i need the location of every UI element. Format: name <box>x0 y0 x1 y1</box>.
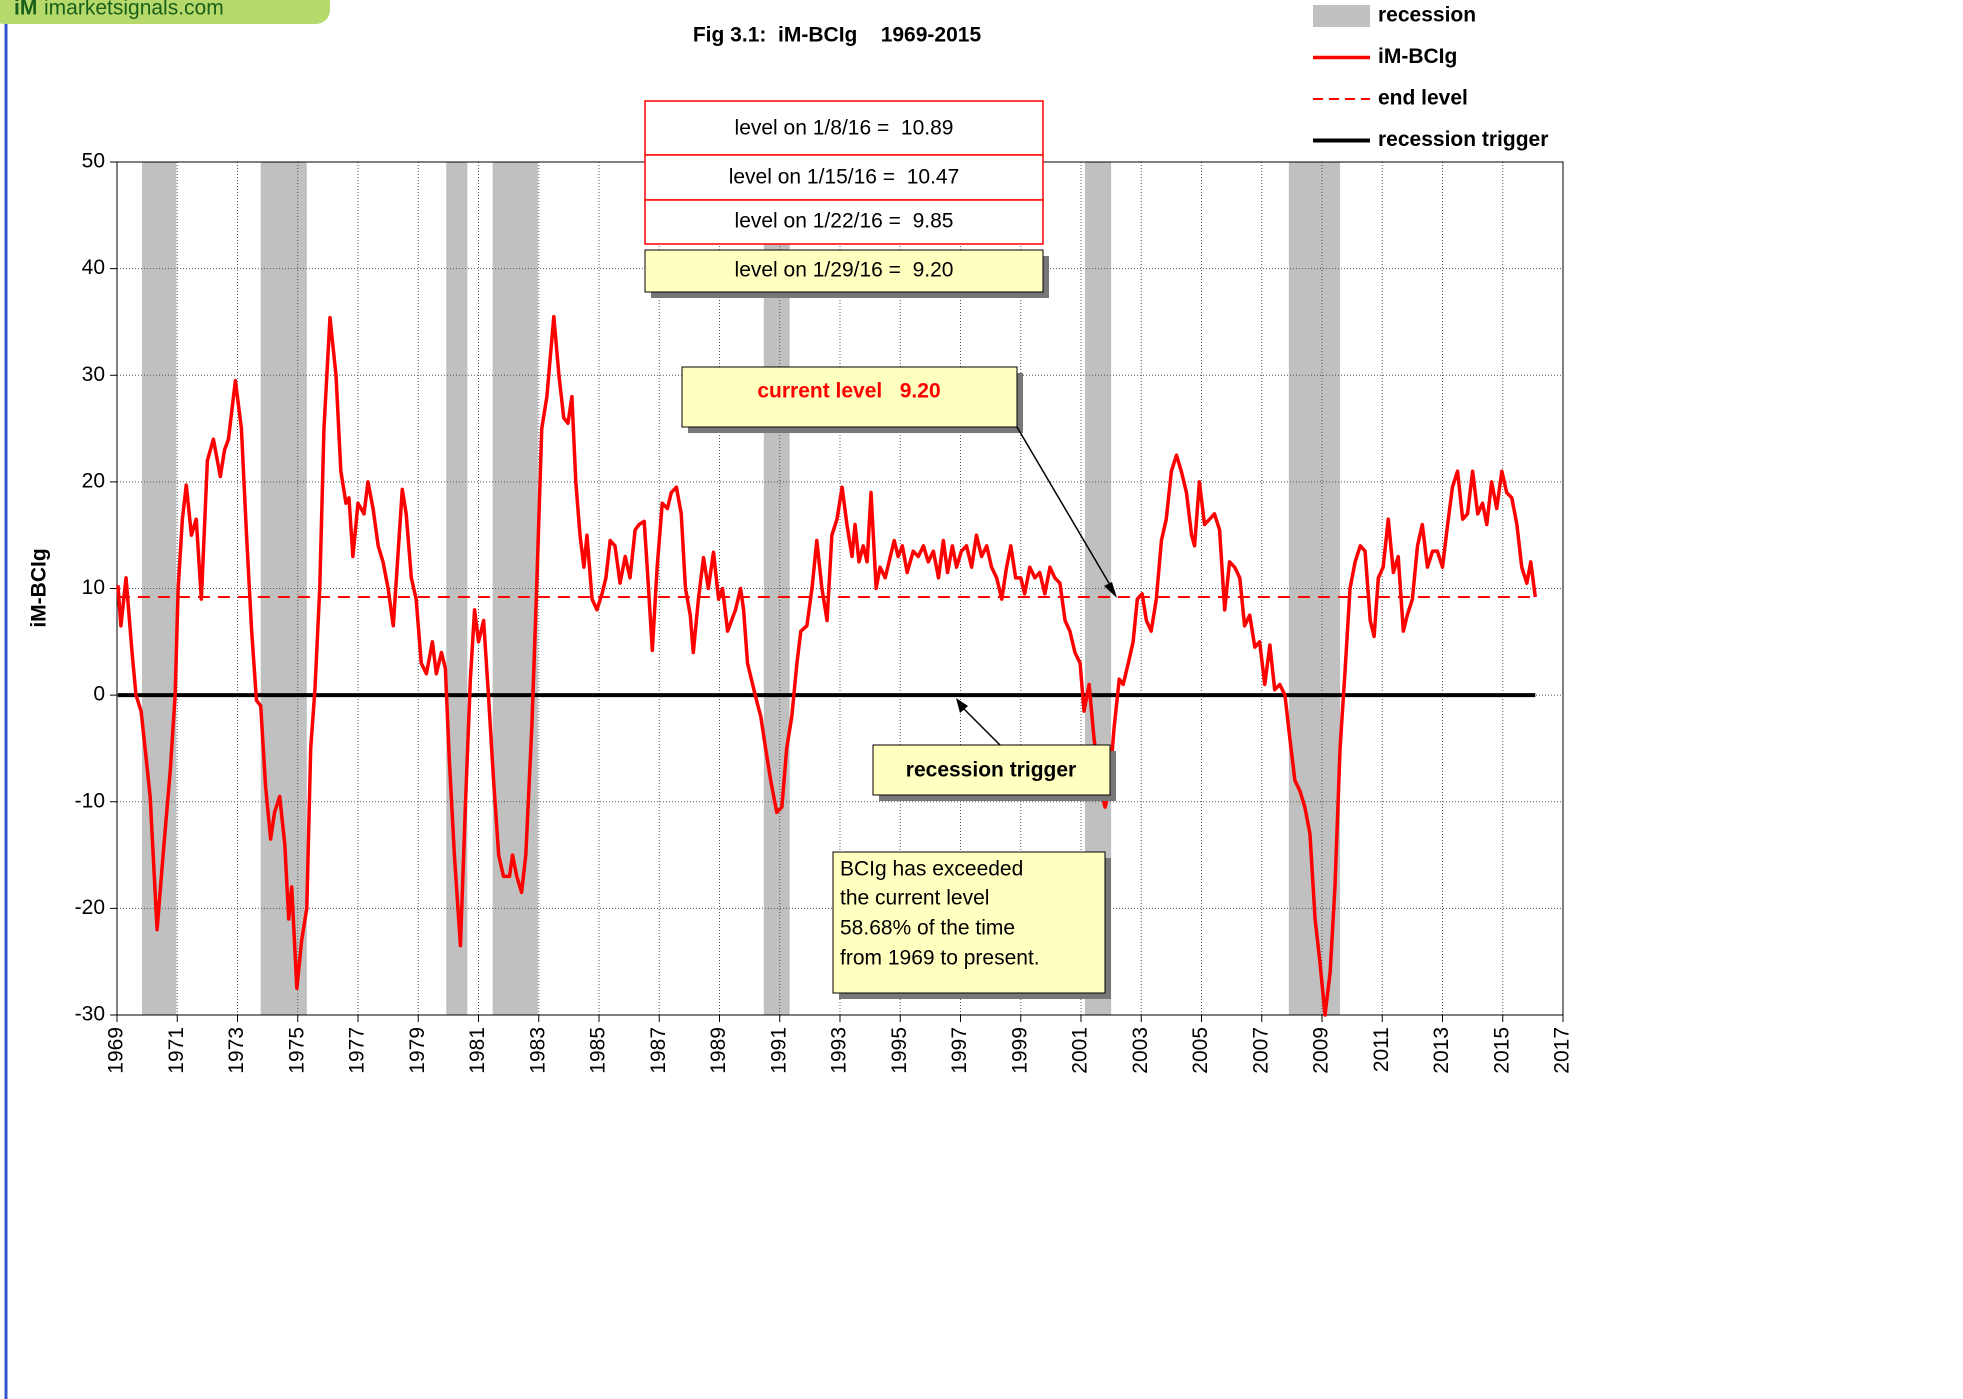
arrow-head <box>956 698 968 713</box>
y-tick-label: -10 <box>75 789 105 812</box>
x-tick-label: 1997 <box>948 1027 971 1074</box>
chart-title: Fig 3.1: iM-BCIg 1969-2015 <box>693 24 982 47</box>
x-tick-label: 1971 <box>165 1027 188 1074</box>
x-tick-label: 1999 <box>1008 1027 1031 1074</box>
y-tick-label: 10 <box>82 576 105 599</box>
x-tick-label: 1977 <box>346 1027 369 1074</box>
logo-mark: iM <box>14 0 37 20</box>
legend-label: end level <box>1378 87 1468 110</box>
level-box <box>644 199 1044 245</box>
x-tick-label: 1991 <box>767 1027 790 1074</box>
legend-swatch <box>1313 5 1370 27</box>
annotations: level on 1/8/16 = 10.89 level on 1/15/16… <box>644 100 1117 999</box>
level-text: level on 1/29/16 = 9.20 <box>735 259 954 282</box>
x-tick-label: 1989 <box>707 1027 730 1074</box>
level-text: level on 1/22/16 = 9.85 <box>735 210 954 233</box>
arrow-head <box>1104 582 1117 598</box>
x-tick-label: 2003 <box>1129 1027 1152 1074</box>
note-box <box>832 851 1106 994</box>
x-tick-label: 1979 <box>406 1027 429 1074</box>
x-tick-label: 2009 <box>1310 1027 1333 1074</box>
x-tick-label: 1973 <box>225 1027 248 1074</box>
y-tick-label: 40 <box>82 256 105 279</box>
x-tick-label: 2005 <box>1189 1027 1212 1074</box>
level-box <box>644 249 1044 293</box>
y-tick-label: 0 <box>93 683 105 706</box>
y-tick-label: -20 <box>75 896 105 919</box>
legend-label: iM-BCIg <box>1378 45 1457 68</box>
x-tick-label: 2017 <box>1551 1027 1574 1074</box>
x-tick-label: 1981 <box>466 1027 489 1074</box>
level-box <box>644 100 1044 156</box>
x-tick-label: 1969 <box>105 1027 128 1074</box>
arrow <box>961 706 1001 746</box>
plot-area: -30 -20 -10 0 10 20 30 40 50 1969 1971 1973 1975 1977… <box>75 150 1574 1074</box>
note-text: 58.68% of the time <box>840 917 1015 940</box>
x-tick-label: 2013 <box>1430 1027 1453 1074</box>
trigger-text: recession trigger <box>906 759 1076 782</box>
current-text: current level 9.20 <box>757 380 940 403</box>
y-tick-label: 20 <box>82 469 105 492</box>
recession-band <box>260 162 307 1015</box>
y-tick-label: -30 <box>75 1003 105 1026</box>
x-tick-label: 1987 <box>647 1027 670 1074</box>
legend: recession iM-BCIg end level recession trigg… <box>1313 4 1548 151</box>
x-tick-label: 1993 <box>828 1027 851 1074</box>
x-tick-label: 2011 <box>1370 1027 1393 1072</box>
note-text: the current level <box>840 887 989 910</box>
arrow <box>1016 426 1114 591</box>
legend-label: recession trigger <box>1378 128 1548 151</box>
y-tick-label: 30 <box>82 363 105 386</box>
x-tick-label: 2001 <box>1069 1027 1092 1074</box>
level-text: level on 1/8/16 = 10.89 <box>735 117 954 140</box>
logo-badge <box>0 0 330 24</box>
y-axis-label: iM-BCIg <box>28 548 51 627</box>
x-tick-label: 1983 <box>526 1027 549 1074</box>
y-tick-label: 50 <box>82 150 105 173</box>
x-tick-label: 2015 <box>1490 1027 1513 1074</box>
current-box <box>681 366 1018 428</box>
x-tick-label: 2007 <box>1249 1027 1272 1074</box>
level-text: level on 1/15/16 = 10.47 <box>729 166 960 189</box>
logo-text: imarketsignals.com <box>44 0 224 20</box>
x-tick-label: 1985 <box>587 1027 610 1074</box>
x-tick-label: 1995 <box>888 1027 911 1074</box>
legend-label: recession <box>1378 4 1476 27</box>
data-line <box>116 314 1538 1017</box>
trigger-box <box>872 744 1111 796</box>
x-tick-label: 1975 <box>285 1027 308 1074</box>
note-text: from 1969 to present. <box>840 947 1040 970</box>
note-text: BCIg has exceeded <box>840 858 1023 881</box>
